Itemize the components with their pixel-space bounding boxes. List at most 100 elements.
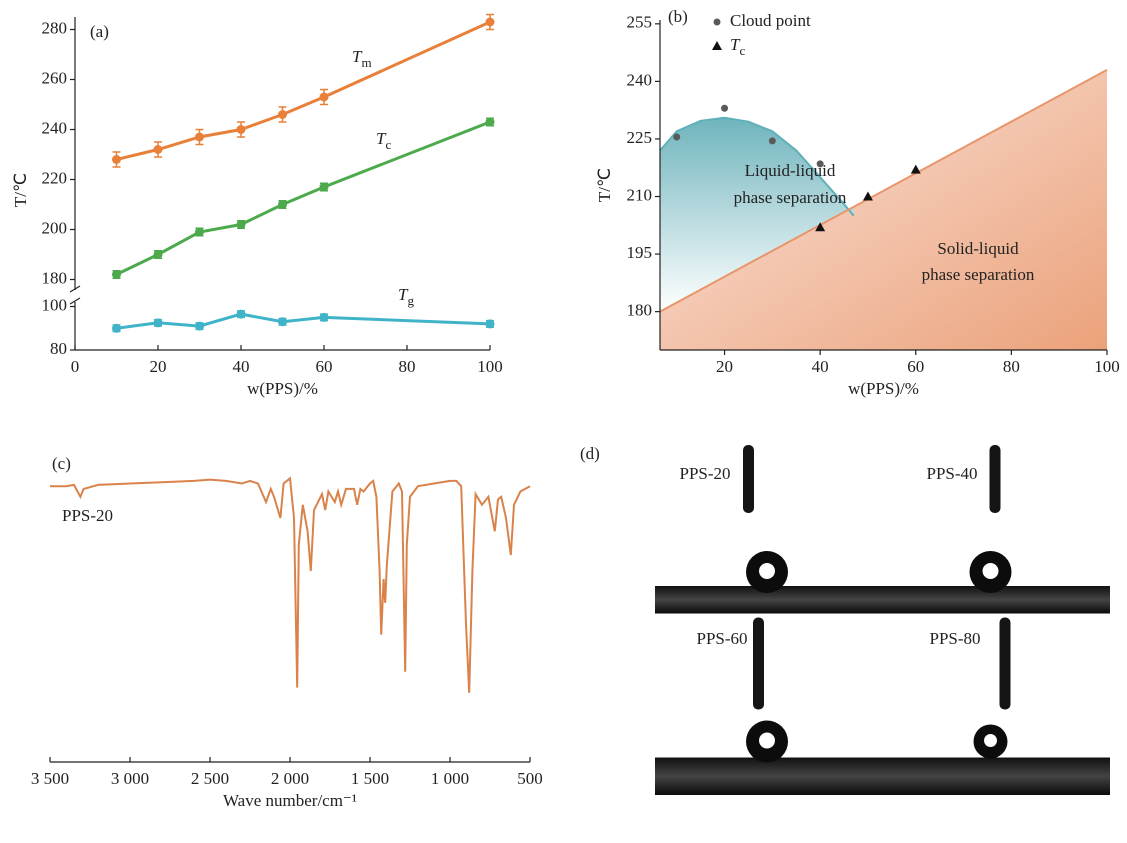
liquid-region [660,117,854,312]
panel-label: (a) [90,22,109,41]
region-label: phase separation [734,188,847,207]
x-tick-label: 2 000 [271,769,309,788]
y-tick-label: 195 [627,243,653,262]
x-tick-label: 40 [812,357,829,376]
y-tick-label: 80 [50,339,67,358]
data-point [319,312,329,322]
data-point [910,164,921,174]
droplet-highlight [982,563,999,579]
data-point [768,137,776,145]
y-tick-label: 240 [42,118,68,137]
photo-caption: PPS-80 [929,629,980,648]
photo-grid [655,440,1110,795]
data-point [485,17,495,27]
y-tick-label: 225 [627,128,653,147]
region-label: Liquid-liquid [745,161,836,180]
series-name: T [376,129,387,148]
data-point [112,155,121,164]
x-tick-label: 3 000 [111,769,149,788]
panel-label: (d) [580,444,600,463]
photo-caption: PPS-20 [679,464,730,483]
y-axis-title: T/℃ [595,168,614,202]
x-axis-title: w(PPS)/% [247,379,318,398]
x-axis-title: w(PPS)/% [848,379,919,398]
x-tick-label: 500 [517,769,543,788]
droplet-highlight [984,734,997,747]
data-point [862,191,873,201]
series-name-sub: c [385,137,391,152]
data-point [673,133,681,141]
legend-marker [712,41,722,50]
data-point [278,317,287,327]
series-label: Tm [352,47,372,70]
data-point [153,318,163,328]
y-tick-label: 180 [42,268,68,287]
data-point [816,160,824,168]
y-tick-label: 100 [42,295,68,314]
legend-marker [713,18,721,26]
data-point [485,117,495,127]
photo-caption: PPS-60 [696,629,747,648]
solid-region [660,69,1107,351]
y-axis-title: T/℃ [11,173,30,207]
panel-label: (c) [52,454,71,473]
substrate [882,757,1110,795]
data-point [153,145,163,154]
region-label: phase separation [922,265,1035,284]
substrate [655,757,883,795]
y-tick-label: 255 [627,13,653,32]
series-name-sub: m [361,55,371,70]
needle [999,617,1011,710]
data-point [485,319,495,329]
region-label: Solid-liquid [937,239,1019,258]
data-point [319,92,329,102]
x-tick-label: 80 [1003,357,1020,376]
needle [743,445,754,513]
series-label: Tg [398,285,414,308]
axis-break [69,285,81,305]
data-point [278,200,287,209]
y-tick-label: 220 [42,168,68,187]
photo-caption: PPS-40 [926,464,977,483]
x-tick-label: 80 [399,357,416,376]
x-tick-label: 20 [716,357,733,376]
data-point [236,125,246,134]
data-point [815,222,826,232]
series-label: Cloud point [730,11,811,30]
data-point [195,227,204,237]
data-point [236,220,246,229]
data-point [195,132,204,142]
series-name-sub: c [739,43,745,58]
droplet-highlight [759,563,775,579]
needle [753,617,764,710]
annotation: PPS-20 [62,506,113,525]
series-name-sub: g [407,293,414,308]
series-name: T [398,285,409,304]
data-point [236,309,246,319]
data-point [153,250,163,259]
x-tick-label: 40 [233,357,250,376]
binodal-curve [659,116,855,217]
y-tick-label: 180 [627,301,653,320]
data-point [319,182,329,192]
data-point [112,323,121,333]
panel-label: (b) [668,7,688,26]
series-name: Cloud point [730,11,811,30]
data-point [195,321,204,331]
x-tick-label: 3 500 [31,769,69,788]
x-tick-label: 100 [1094,357,1120,376]
x-tick-label: 0 [71,357,80,376]
data-point [721,104,729,112]
series-label: Tc [730,35,745,58]
y-tick-label: 280 [42,18,68,37]
x-tick-label: 100 [477,357,503,376]
droplet-highlight [759,732,775,749]
y-tick-label: 240 [627,70,653,89]
y-tick-label: 210 [627,185,653,204]
x-tick-label: 1 500 [351,769,389,788]
data-line [50,476,531,693]
x-tick-label: 60 [907,357,924,376]
data-point [278,110,287,119]
x-tick-label: 60 [316,357,333,376]
